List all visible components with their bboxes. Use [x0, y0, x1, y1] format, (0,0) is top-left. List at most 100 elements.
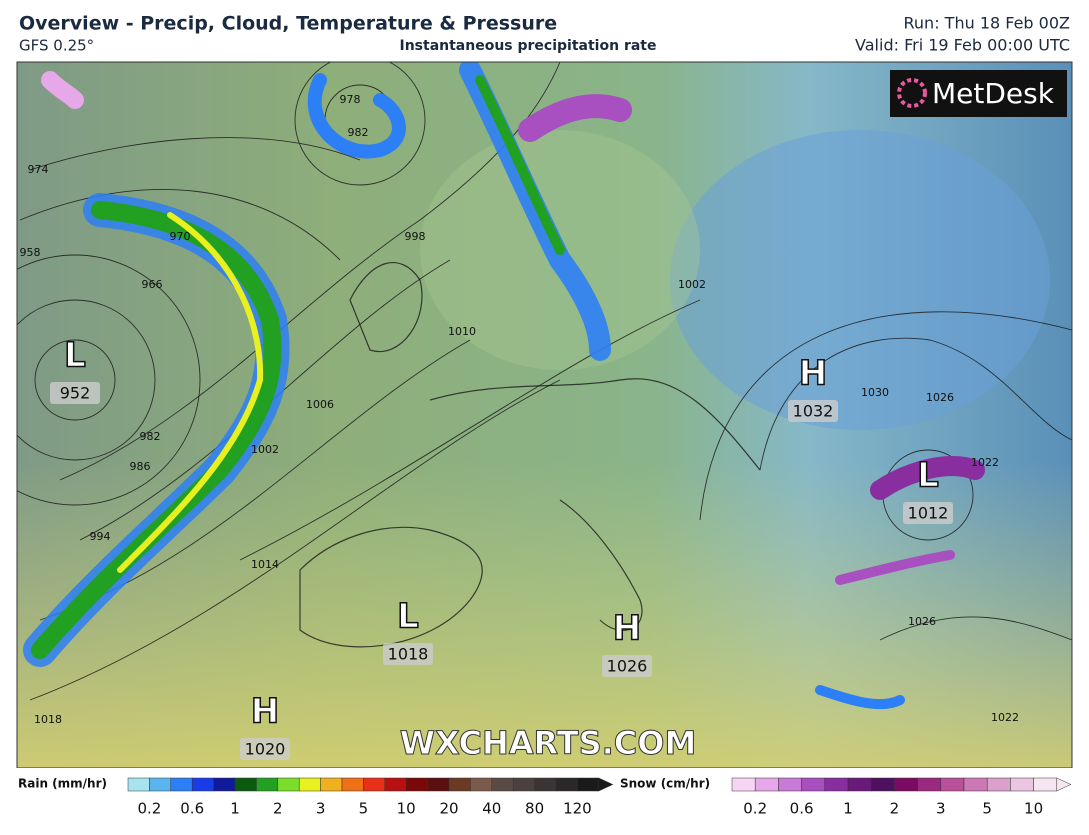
isobar-label: 1022 — [991, 711, 1019, 724]
legend-tick: 2 — [273, 800, 283, 818]
model: GFS 0.25° — [19, 37, 94, 55]
pressure-value: 1020 — [245, 740, 286, 759]
legend-swatch — [320, 777, 343, 792]
legend-tick: 120 — [563, 800, 592, 818]
legend-tick: 0.2 — [137, 800, 161, 818]
legend-swatch — [491, 777, 514, 792]
legend-swatch — [894, 777, 918, 792]
legend-swatch — [384, 777, 407, 792]
legend-swatch — [149, 777, 172, 792]
pressure-value: 1018 — [388, 645, 429, 664]
legend-swatch — [256, 777, 279, 792]
pressure-letter: L — [917, 456, 939, 496]
isobar-label: 1002 — [678, 278, 706, 291]
pressure-value: 952 — [60, 384, 91, 403]
legend-swatch — [824, 777, 849, 792]
legend-arrow — [1056, 777, 1072, 792]
isobar-label: 978 — [340, 93, 361, 106]
legend-tick: 5 — [982, 800, 992, 818]
pressure-value: 1026 — [607, 657, 648, 676]
legend-tick: 10 — [1024, 800, 1043, 818]
legend-swatch — [363, 777, 386, 792]
isobar-label: 1010 — [448, 325, 476, 338]
pressure-value-bg — [788, 400, 838, 422]
isobar-label: 970 — [170, 230, 191, 243]
legend-swatch — [448, 777, 471, 792]
isobar-label: 958 — [20, 246, 41, 259]
legend-swatch — [170, 777, 193, 792]
legend-swatch — [917, 777, 942, 792]
legend-swatch — [213, 777, 236, 792]
legend-swatch — [127, 777, 150, 792]
legend-swatch — [940, 777, 965, 792]
isobar-label: 1014 — [251, 558, 279, 571]
title: Overview - Precip, Cloud, Temperature & … — [19, 13, 557, 35]
isobar-label: 994 — [90, 530, 111, 543]
pressure-value: 1032 — [793, 402, 834, 421]
legend-swatch — [555, 777, 578, 792]
isobar-label: 1006 — [306, 398, 334, 411]
legend-tick: 5 — [359, 800, 369, 818]
legend-tick: 2 — [890, 800, 900, 818]
legend-swatch — [754, 777, 779, 792]
watermark: WXCHARTS.COM — [400, 724, 697, 762]
legend-tick: 0.6 — [180, 800, 204, 818]
legend-title: Snow (cm/hr) — [620, 777, 710, 791]
pressure-value-bg — [383, 643, 433, 665]
isobar-label: 966 — [142, 278, 163, 291]
pressure-value-bg — [50, 382, 100, 404]
legend-swatch — [298, 777, 321, 792]
legend-swatch — [870, 777, 895, 792]
isobar-label: 1002 — [251, 443, 279, 456]
subtitle: Instantaneous precipitation rate — [400, 38, 657, 54]
legend-swatch — [1010, 777, 1034, 792]
valid-time: Valid: Fri 19 Feb 00:00 UTC — [855, 36, 1070, 55]
legend-swatch — [427, 777, 450, 792]
pressure-letter: H — [613, 609, 641, 649]
legend-swatch — [534, 777, 557, 792]
legend-swatch — [731, 777, 756, 792]
legend-swatch — [470, 777, 493, 792]
legend-tick: 1 — [843, 800, 853, 818]
legend-tick: 0.2 — [743, 800, 767, 818]
isobar-label: 1026 — [926, 391, 954, 404]
legend-swatch — [577, 777, 600, 792]
legend-swatch — [801, 777, 826, 792]
legend-swatch — [512, 777, 535, 792]
isobar-label: 1022 — [971, 456, 999, 469]
pressure-value: 1012 — [908, 504, 949, 523]
legend-swatch — [986, 777, 1011, 792]
legend-swatch — [1033, 777, 1058, 792]
legend-swatch — [234, 777, 257, 792]
legend-tick: 20 — [439, 800, 458, 818]
isobar-label: 974 — [28, 163, 49, 176]
legend-swatch — [405, 777, 428, 792]
legend-arrow — [598, 777, 614, 792]
pressure-letter: H — [251, 692, 279, 732]
legend-swatch — [778, 777, 802, 792]
legend-swatch — [847, 777, 872, 792]
legend-swatch — [963, 777, 988, 792]
pressure-letter: L — [64, 336, 86, 376]
legend-swatch — [341, 777, 364, 792]
logo-text: MetDesk — [932, 77, 1055, 110]
isobar-label: 998 — [405, 230, 426, 243]
legend-tick: 40 — [482, 800, 501, 818]
logo: MetDesk — [890, 70, 1067, 117]
legend-tick: 10 — [397, 800, 416, 818]
isobar-label: 982 — [140, 430, 161, 443]
map — [17, 62, 1072, 768]
pressure-letter: L — [397, 597, 419, 637]
legend-swatch — [191, 777, 214, 792]
pressure-value-bg — [602, 655, 652, 677]
pressure-value-bg — [903, 502, 953, 524]
run-time: Run: Thu 18 Feb 00Z — [904, 14, 1071, 33]
isobar-label: 1026 — [908, 615, 936, 628]
isobar-label: 1018 — [34, 713, 62, 726]
isobar-label: 1030 — [861, 386, 889, 399]
isobar-label: 986 — [130, 460, 151, 473]
legend-swatch — [277, 777, 300, 792]
legend-tick: 1 — [230, 800, 240, 818]
